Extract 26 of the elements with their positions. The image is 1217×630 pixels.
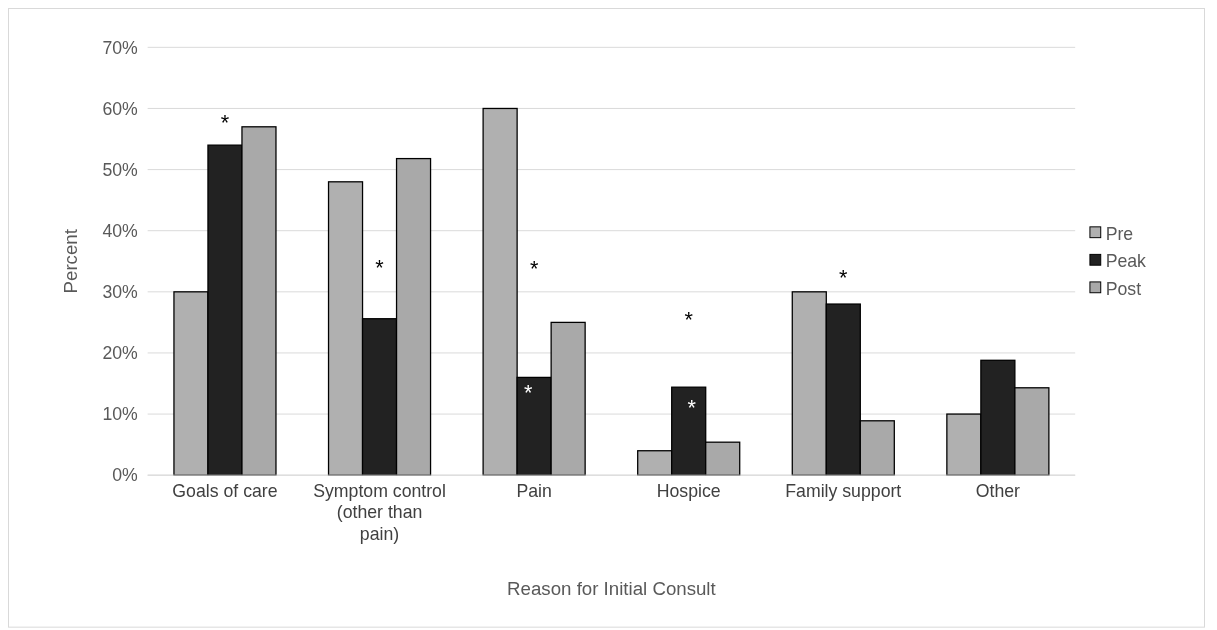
y-tick-label: 30% bbox=[102, 282, 139, 303]
annotation: * bbox=[839, 265, 849, 291]
x-tick-label: Other bbox=[975, 480, 1021, 501]
y-tick-label: 50% bbox=[102, 159, 139, 180]
annotation: * bbox=[687, 395, 697, 421]
annotation: * bbox=[684, 307, 694, 333]
x-tick-label: Symptom control (other than pain) bbox=[313, 480, 446, 545]
y-tick-label: 40% bbox=[102, 220, 139, 241]
y-tick-label: 70% bbox=[102, 37, 139, 58]
x-tick-label: Goals of care bbox=[172, 480, 278, 501]
annotation: * bbox=[524, 380, 534, 406]
legend-label: Post bbox=[1105, 279, 1142, 299]
annotation: * bbox=[529, 256, 539, 282]
y-tick-label: 10% bbox=[102, 404, 139, 425]
annotation: * bbox=[220, 109, 230, 135]
y-tick-label: 0% bbox=[112, 465, 139, 486]
x-axis-title: Reason for Initial Consult bbox=[507, 578, 717, 600]
annotation: * bbox=[375, 255, 385, 281]
y-tick-label: 20% bbox=[102, 343, 139, 364]
x-tick-label: Pain bbox=[516, 480, 552, 501]
x-tick-label: Family support bbox=[785, 480, 902, 501]
legend-label: Pre bbox=[1105, 223, 1134, 244]
legend-label: Peak bbox=[1105, 251, 1147, 272]
x-tick-label: Hospice bbox=[656, 480, 721, 501]
y-axis-title: Percent bbox=[59, 228, 81, 294]
y-tick-label: 60% bbox=[102, 98, 139, 119]
